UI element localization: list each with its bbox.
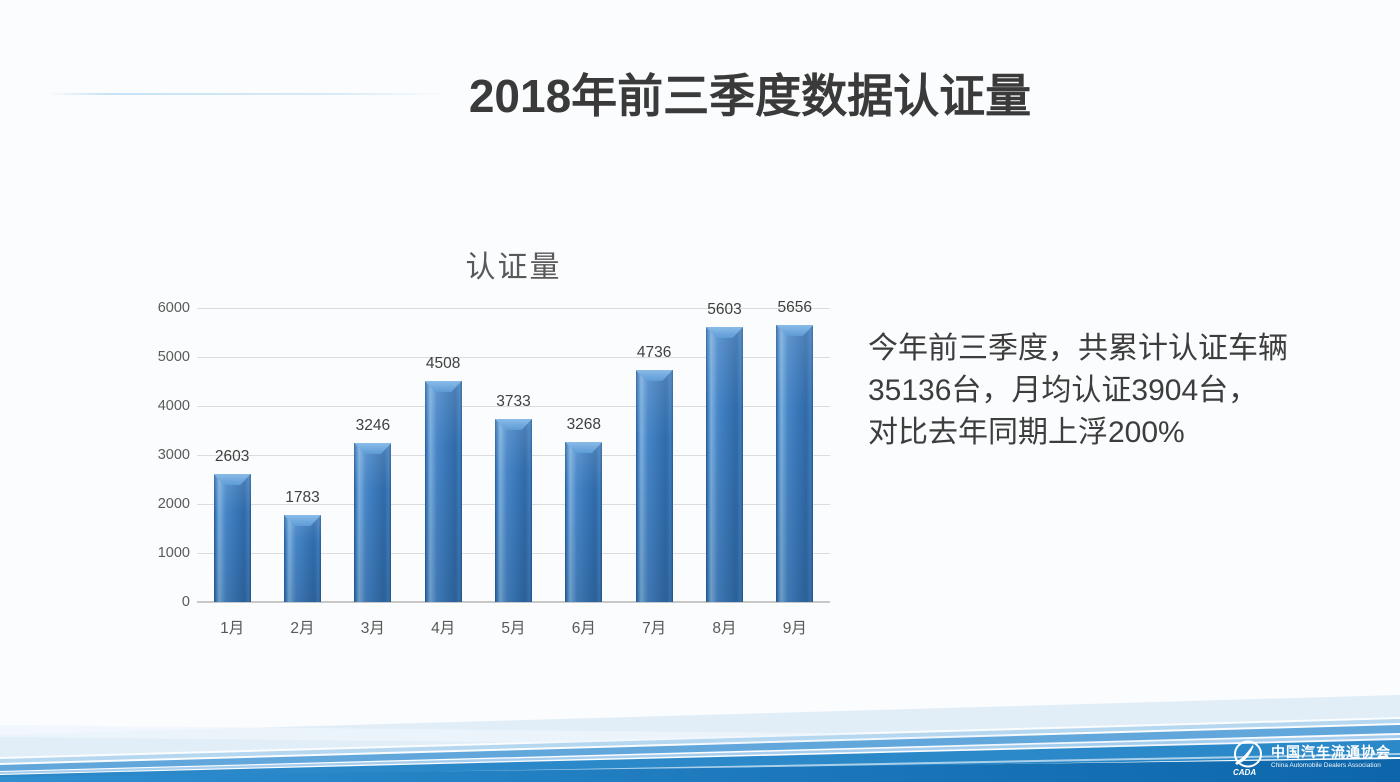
x-tick-label: 3月 [360, 620, 385, 637]
x-tick-label: 9月 [782, 620, 807, 637]
bar [283, 515, 321, 602]
bar-column: 3246 [338, 308, 408, 602]
bar-value-label: 4508 [425, 355, 461, 372]
y-tick-label: 1000 [157, 545, 190, 561]
bar-value-label: 3733 [496, 393, 531, 410]
bar-column: 2603 [197, 308, 267, 602]
bar-value-label: 4736 [636, 344, 672, 361]
bar [635, 370, 673, 602]
logo-text-cn: 中国汽车流通协会 [1271, 744, 1391, 760]
gridline [197, 406, 830, 407]
logo-text-en: China Automobile Dealers Association [1271, 762, 1381, 769]
bar-value-label: 5656 [777, 299, 813, 316]
cada-abbr-slot: CADA [1233, 768, 1256, 777]
gridline [197, 308, 830, 309]
gridline [197, 357, 830, 358]
bar [776, 325, 814, 602]
x-tick-label: 5月 [501, 620, 526, 637]
bar-column: 4736 [619, 308, 689, 602]
bar [424, 381, 462, 602]
bar-value-label: 3268 [566, 416, 602, 433]
bar-value-label: 3246 [355, 417, 391, 434]
bar [705, 327, 743, 602]
bar-value-label: 5603 [707, 301, 742, 318]
bar [213, 474, 251, 602]
bar [354, 443, 392, 602]
bar [565, 442, 603, 602]
decorative-hairline [48, 93, 448, 95]
bar-column: 4508 [408, 308, 478, 602]
bar-column: 3268 [549, 308, 619, 602]
y-tick-label: 3000 [157, 447, 190, 463]
summary-line: 今年前三季度，共累计认证车辆 [868, 332, 1288, 365]
footer-wave-band: CADA 中国汽车流通协会 China Automobile Dealers A… [0, 687, 1400, 782]
y-tick-label: 6000 [157, 300, 190, 316]
cada-logo: CADA 中国汽车流通协会 China Automobile Dealers A… [1227, 738, 1392, 778]
chart-title: 认证量 [465, 251, 562, 284]
y-axis-labels: 0 1000 2000 3000 4000 5000 6000 [150, 300, 190, 610]
summary-text: 今年前三季度，共累计认证车辆 35136台，月均认证3904台， 对比去年同期上… [868, 328, 1400, 454]
bar-value-label: 1783 [285, 489, 320, 506]
bars-row: 2603 1783 3246 4508 3733 3268 4736 5603 5656 [197, 299, 830, 602]
x-tick-label: 6月 [571, 620, 596, 637]
summary-line: 对比去年同期上浮200% [868, 416, 1185, 449]
bar-column: 3733 [478, 308, 548, 602]
bar-value-label: 2603 [214, 448, 250, 465]
bar [494, 419, 532, 602]
x-axis-line [197, 601, 830, 603]
bar-column: 5656 [760, 299, 830, 602]
x-tick-label: 1月 [220, 620, 245, 637]
bar-column: 5603 [689, 301, 759, 602]
x-axis-labels: 1月 2月 3月 4月 5月 6月 7月 8月 9月 [197, 616, 830, 638]
bar-column: 1783 [267, 308, 337, 602]
summary-line: 35136台，月均认证3904台， [868, 374, 1259, 407]
y-tick-label: 5000 [157, 349, 190, 365]
y-tick-label: 0 [181, 594, 190, 610]
x-tick-label: 4月 [431, 620, 456, 637]
bar-chart: 认证量 0 1000 2000 3000 4000 5000 6000 2603 1783 32… [150, 240, 860, 650]
x-tick-label: 8月 [712, 620, 737, 637]
cada-logo-icon: CADA [1233, 740, 1262, 777]
slide-title: 2018年前三季度数据认证量 [468, 70, 1032, 122]
x-tick-label: 7月 [642, 620, 667, 637]
y-tick-label: 4000 [157, 398, 190, 414]
x-tick-label: 2月 [290, 620, 315, 637]
y-tick-label: 2000 [157, 496, 190, 512]
